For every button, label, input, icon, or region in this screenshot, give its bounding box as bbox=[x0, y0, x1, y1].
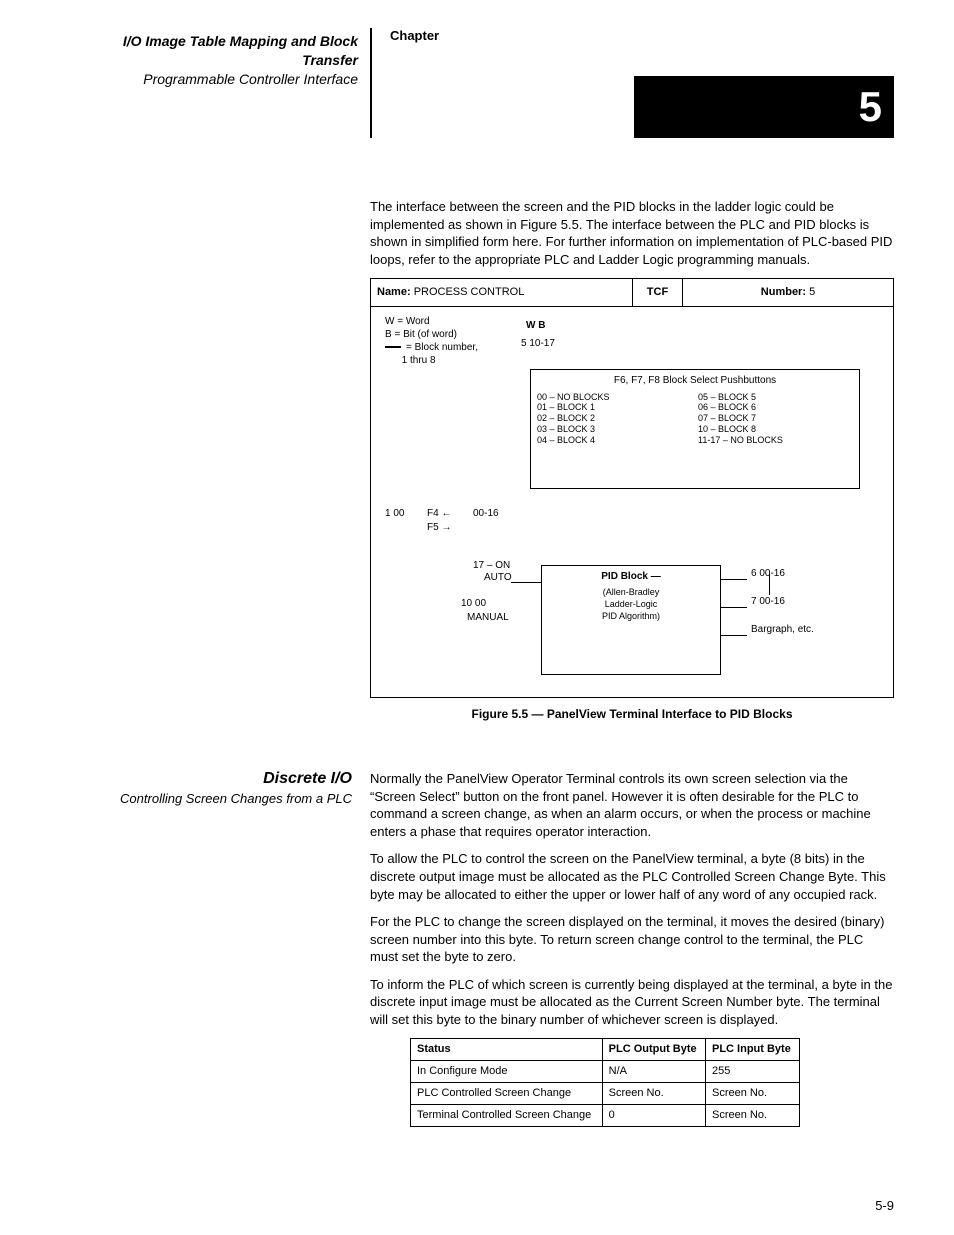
pid-box: PID Block — (Allen-BradleyLadder-LogicPI… bbox=[541, 565, 721, 675]
fc2-0: 05 – BLOCK 5 bbox=[698, 392, 853, 403]
pid-title: PID Block — bbox=[542, 570, 720, 584]
lbl-1-00: 1 00 bbox=[385, 507, 404, 521]
lbl-f4: F4 ← bbox=[427, 507, 451, 521]
fc2-2: 07 – BLOCK 7 bbox=[698, 413, 853, 424]
diagram-num-cell: Number: 5 bbox=[683, 279, 893, 306]
st-r3c2: 0 bbox=[602, 1104, 705, 1126]
intro-row: The interface between the screen and the… bbox=[90, 198, 894, 752]
section-title: Programmable Controller Interface bbox=[90, 70, 358, 89]
intro-right: The interface between the screen and the… bbox=[370, 198, 894, 752]
st-r2c2: Screen No. bbox=[602, 1083, 705, 1105]
legend-r1: W = Word bbox=[385, 315, 478, 328]
st-h1: Status bbox=[411, 1039, 603, 1061]
lbl-5-10-17: 5 10-17 bbox=[521, 337, 555, 351]
st-r1c2: N/A bbox=[602, 1061, 705, 1083]
diagram-num-value: 5 bbox=[809, 286, 815, 298]
page-number: 5-9 bbox=[875, 1198, 894, 1213]
p5: To inform the PLC of which screen is cur… bbox=[370, 976, 894, 1029]
diagram-name-value: PROCESS CONTROL bbox=[414, 286, 525, 298]
legend-r2: B = Bit (of word) bbox=[385, 328, 478, 341]
lbl-10-00: 10 00 bbox=[461, 597, 486, 611]
status-row-3: Terminal Controlled Screen Change 0 Scre… bbox=[411, 1104, 800, 1126]
status-header-row: Status PLC Output Byte PLC Input Byte bbox=[411, 1039, 800, 1061]
block-diagram: Name: PROCESS CONTROL TCF Number: 5 W = … bbox=[370, 278, 894, 698]
fc2-4: 11-17 – NO BLOCKS bbox=[698, 435, 853, 446]
st-r2c3: Screen No. bbox=[706, 1083, 800, 1105]
st-r1c1: In Configure Mode bbox=[411, 1061, 603, 1083]
wire-2a bbox=[721, 579, 747, 580]
lbl-6-00-16: 6 00-16 bbox=[751, 567, 785, 581]
chapter-number-box: 5 bbox=[634, 76, 894, 138]
funcbox-title: F6, F7, F8 Block Select Pushbuttons bbox=[537, 374, 853, 388]
subsection-sub: Controlling Screen Changes from a PLC bbox=[90, 791, 352, 806]
lbl-f5: F5 → bbox=[427, 521, 451, 535]
fc2-3: 10 – BLOCK 8 bbox=[698, 424, 853, 435]
lbl-7-00-16: 7 00-16 bbox=[751, 595, 785, 609]
diagram-body: W = Word B = Bit (of word) = Block numbe… bbox=[371, 307, 893, 697]
figure-caption: Figure 5.5 — PanelView Terminal Interfac… bbox=[370, 706, 894, 722]
diagram-legend: W = Word B = Bit (of word) = Block numbe… bbox=[385, 315, 478, 367]
p4: For the PLC to change the screen display… bbox=[370, 913, 894, 966]
header-right: Chapter 5 bbox=[372, 28, 894, 138]
header-left: I/O Image Table Mapping and Block Transf… bbox=[90, 28, 370, 138]
discrete-io-right: Normally the PanelView Operator Terminal… bbox=[370, 770, 894, 1130]
legend-r4: 1 thru 8 bbox=[385, 354, 478, 367]
diagram-name-label: Name: bbox=[377, 286, 411, 298]
lbl-manual: MANUAL bbox=[467, 611, 509, 625]
status-row-2: PLC Controlled Screen Change Screen No. … bbox=[411, 1083, 800, 1105]
subsection-title: Discrete I/O bbox=[90, 770, 352, 788]
fc1-0: 00 – NO BLOCKS bbox=[537, 392, 692, 403]
diagram-title-row: Name: PROCESS CONTROL TCF Number: 5 bbox=[371, 279, 893, 307]
function-box: F6, F7, F8 Block Select Pushbuttons 00 –… bbox=[530, 369, 860, 489]
intro-paragraph: The interface between the screen and the… bbox=[370, 198, 894, 268]
status-table: Status PLC Output Byte PLC Input Byte In… bbox=[410, 1038, 800, 1126]
fc1-4: 04 – BLOCK 4 bbox=[537, 435, 692, 446]
fc1-2: 02 – BLOCK 2 bbox=[537, 413, 692, 424]
chapter-label: Chapter bbox=[390, 28, 894, 43]
st-r1c3: 255 bbox=[706, 1061, 800, 1083]
chapter-title: I/O Image Table Mapping and Block Transf… bbox=[90, 32, 358, 70]
fc1-1: 01 – BLOCK 1 bbox=[537, 402, 692, 413]
lbl-bargraph: Bargraph, etc. bbox=[751, 623, 814, 637]
funcbox-col1: 00 – NO BLOCKS 01 – BLOCK 1 02 – BLOCK 2… bbox=[537, 392, 692, 446]
st-h3: PLC Input Byte bbox=[706, 1039, 800, 1061]
status-row-1: In Configure Mode N/A 255 bbox=[411, 1061, 800, 1083]
chapter-number: 5 bbox=[859, 83, 882, 131]
fc2-1: 06 – BLOCK 6 bbox=[698, 402, 853, 413]
lbl-auto: AUTO bbox=[484, 571, 512, 585]
page-header: I/O Image Table Mapping and Block Transf… bbox=[90, 28, 894, 138]
st-r3c3: Screen No. bbox=[706, 1104, 800, 1126]
intro-left bbox=[90, 198, 370, 752]
diagram-name-cell: Name: PROCESS CONTROL bbox=[371, 279, 633, 306]
lbl-00-16: 00-16 bbox=[473, 507, 499, 521]
st-r3c1: Terminal Controlled Screen Change bbox=[411, 1104, 603, 1126]
diagram-code: TCF bbox=[633, 279, 683, 306]
p2: Normally the PanelView Operator Terminal… bbox=[370, 770, 894, 840]
legend-r3: = Block number, bbox=[385, 341, 478, 354]
pid-sub: (Allen-BradleyLadder-LogicPID Algorithm) bbox=[542, 586, 720, 622]
discrete-io-row: Discrete I/O Controlling Screen Changes … bbox=[90, 770, 894, 1130]
wire-2c bbox=[721, 635, 747, 636]
diagram-num-label: Number: bbox=[761, 286, 806, 298]
page: I/O Image Table Mapping and Block Transf… bbox=[0, 0, 954, 1235]
wire-2b bbox=[721, 607, 747, 608]
p3: To allow the PLC to control the screen o… bbox=[370, 850, 894, 903]
fc1-3: 03 – BLOCK 3 bbox=[537, 424, 692, 435]
st-h2: PLC Output Byte bbox=[602, 1039, 705, 1061]
funcbox-grid: 00 – NO BLOCKS 01 – BLOCK 1 02 – BLOCK 2… bbox=[537, 388, 853, 446]
st-r2c1: PLC Controlled Screen Change bbox=[411, 1083, 603, 1105]
discrete-io-left: Discrete I/O Controlling Screen Changes … bbox=[90, 770, 370, 1130]
funcbox-col2: 05 – BLOCK 5 06 – BLOCK 6 07 – BLOCK 7 1… bbox=[698, 392, 853, 446]
wire-1 bbox=[511, 582, 541, 583]
lbl-w-b: W B bbox=[526, 319, 545, 333]
